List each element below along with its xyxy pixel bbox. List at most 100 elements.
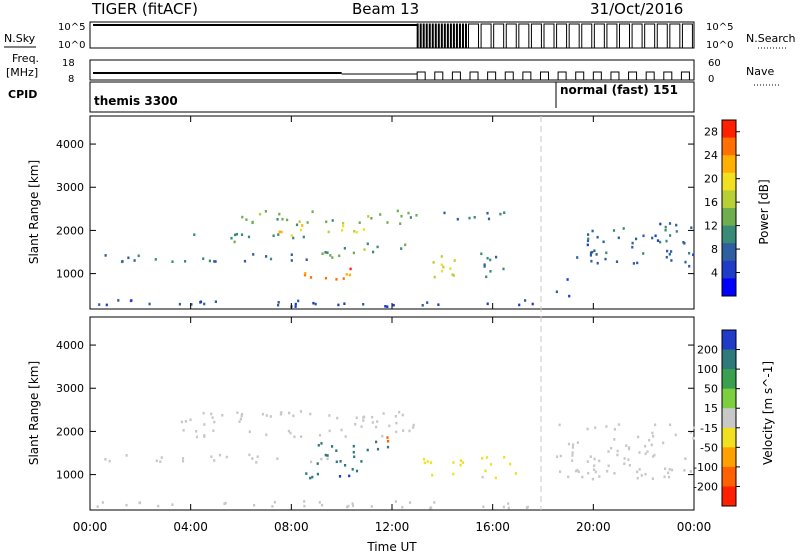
velocity-cell [408, 501, 412, 504]
freq-label: Freq. [12, 52, 39, 65]
power-cell [483, 263, 486, 266]
power-cell [178, 302, 181, 306]
nsky-search-bar [455, 23, 458, 49]
velocity-cell [555, 455, 559, 458]
velocity-ylabel: Slant Range [km] [27, 361, 41, 465]
velocity-cell [180, 420, 183, 424]
power-colorbar-segment [722, 120, 736, 139]
power-y-axis: 1000 2000 3000 4000 [56, 116, 695, 309]
power-cell [272, 234, 275, 238]
freq-nave-bar [663, 71, 673, 81]
velocity-cell [203, 434, 206, 437]
power-cell [605, 251, 608, 255]
power-cell [659, 222, 662, 226]
power-cell [301, 224, 304, 227]
power-cell [452, 274, 455, 277]
power-cell [259, 212, 262, 216]
velocity-cell [484, 469, 487, 473]
nsky-search-bar [428, 23, 431, 49]
power-ylabel: Slant Range [km] [27, 160, 41, 264]
velocity-cell [316, 472, 319, 476]
velocity-cell [606, 469, 609, 473]
velocity-cell [502, 505, 505, 509]
velocity-cell [667, 475, 671, 479]
power-cell [133, 259, 136, 262]
nsky-search-bar [556, 23, 568, 49]
power-cell [426, 301, 429, 304]
velocity-cell [386, 445, 390, 449]
velocity-cell [360, 425, 363, 428]
velocity-cell [300, 435, 303, 438]
power-cell [489, 270, 492, 273]
velocity-cell [640, 474, 643, 477]
power-cell [148, 302, 151, 306]
velocity-cell [613, 472, 616, 475]
power-cell [451, 273, 454, 276]
power-cell [604, 257, 607, 261]
power-cell [437, 303, 440, 306]
velocity-cell [362, 419, 365, 422]
power-cell [247, 235, 251, 239]
velocity-cell [610, 446, 613, 450]
power-plot-frame [89, 115, 695, 310]
power-cell [485, 275, 488, 279]
velocity-cell [616, 453, 619, 457]
nsky-search-bar [461, 23, 464, 49]
power-cell [407, 211, 410, 215]
power-cell [214, 260, 217, 263]
power-cell [184, 260, 187, 263]
velocity-cell [571, 451, 574, 454]
velocity-colorbar: 200 100 50 15 -15 -50 -100 -200 [693, 329, 740, 507]
velocity-cell [607, 450, 610, 453]
velocity-cell [613, 428, 616, 431]
power-cell [286, 218, 289, 222]
velocity-cell [628, 446, 631, 449]
velocity-ytick-label-0: 1000 [56, 469, 84, 482]
velocity-cell [507, 502, 510, 505]
velocity-colorbar-tick-label: 50 [704, 383, 718, 396]
velocity-cell [339, 460, 342, 463]
power-cell [443, 211, 446, 215]
velocity-cell [412, 426, 415, 429]
power-cell [473, 216, 476, 219]
plot-title: TIGER (fitACF) [91, 0, 198, 18]
velocity-cell [355, 469, 359, 473]
velocity-cell [138, 501, 142, 504]
velocity-cell [338, 475, 342, 478]
power-cell [486, 302, 489, 306]
velocity-cell [210, 455, 213, 458]
power-cell [294, 302, 297, 306]
power-cell [199, 300, 203, 304]
freq-nave-bar [628, 71, 638, 81]
cpid-label: CPID [8, 88, 37, 101]
velocity-cell [507, 506, 510, 510]
velocity-colorbar-segment [722, 427, 736, 448]
power-cell [343, 247, 346, 250]
power-cell [602, 240, 605, 244]
velocity-cell [577, 470, 580, 474]
power-cell [396, 209, 399, 213]
power-cell [127, 256, 130, 260]
power-cell [348, 273, 351, 277]
velocity-cell [371, 415, 374, 419]
power-cell [632, 262, 635, 265]
velocity-colorbar-segment [722, 447, 736, 468]
power-cell [589, 251, 593, 255]
power-cell [277, 233, 280, 236]
cpid-panel: themis 3300 normal (fast) 151 [89, 81, 695, 113]
power-cell [269, 257, 273, 261]
power-cell [367, 215, 370, 218]
power-cell [281, 217, 284, 221]
power-ytick-label-2: 3000 [56, 181, 84, 194]
power-data-cells [98, 209, 695, 308]
velocity-cell [271, 505, 274, 508]
velocity-cell [689, 430, 692, 434]
velocity-cell [559, 470, 562, 473]
velocity-cell [581, 475, 584, 479]
power-cell [190, 303, 193, 306]
velocity-cell [668, 468, 671, 471]
power-cell [586, 239, 590, 243]
velocity-cell [644, 444, 647, 448]
velocity-cell [559, 454, 562, 458]
power-cell [292, 236, 295, 240]
